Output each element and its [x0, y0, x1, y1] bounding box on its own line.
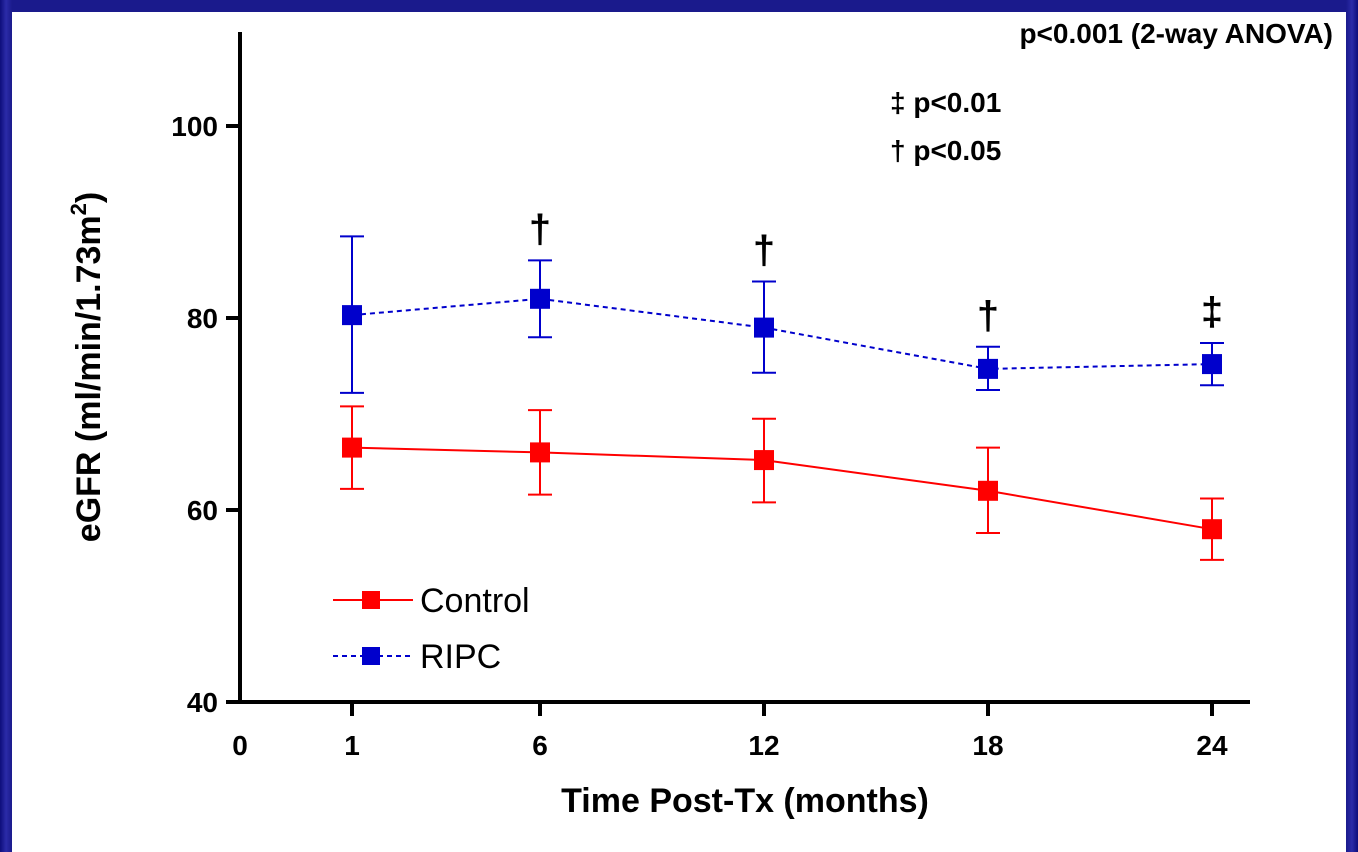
- control-point-12: [754, 450, 774, 471]
- x-tick-label-6: 6: [532, 730, 548, 761]
- y-tick-label-60: 60: [187, 495, 218, 526]
- x-axis-ticks: 0 1 6 12 18 24: [232, 702, 1228, 761]
- control-point-18: [978, 480, 998, 501]
- dagger-legend: † p<0.05: [890, 135, 1001, 166]
- significance-marker-24: ‡: [1201, 290, 1223, 334]
- y-tick-label-100: 100: [171, 111, 218, 142]
- legend-ripc-marker: [362, 647, 380, 665]
- x-tick-label-0: 0: [232, 730, 248, 761]
- series-ripc: [340, 235, 1224, 394]
- x-axis-title: Time Post-Tx (months): [561, 782, 929, 820]
- x-tick-label-24: 24: [1196, 730, 1228, 761]
- y-tick-label-80: 80: [187, 303, 218, 334]
- legend-control-label: Control: [420, 582, 530, 620]
- legend-control-marker: [362, 591, 380, 609]
- ripc-point-24: [1202, 354, 1222, 375]
- series-control: [340, 405, 1224, 561]
- y-axis-title: eGFR (ml/min/1.73m2): [66, 192, 108, 542]
- anova-annotation: p<0.001 (2-way ANOVA): [1019, 18, 1333, 49]
- control-point-1: [342, 437, 362, 458]
- x-tick-label-1: 1: [344, 730, 360, 761]
- ripc-point-6: [530, 288, 550, 309]
- ripc-point-12: [754, 317, 774, 338]
- x-tick-label-18: 18: [972, 730, 1003, 761]
- control-point-24: [1202, 519, 1222, 540]
- x-tick-label-12: 12: [748, 730, 779, 761]
- control-point-6: [530, 442, 550, 463]
- significance-marker-18: †: [977, 294, 999, 338]
- double-dagger-legend: ‡ p<0.01: [890, 87, 1001, 118]
- ripc-series-line: [351, 297, 1213, 370]
- legend-ripc-label: RIPC: [420, 638, 501, 676]
- legend-item-ripc: RIPC: [333, 638, 501, 676]
- significance-marker-6: †: [529, 207, 551, 251]
- chart-legend: Control RIPC: [333, 582, 530, 676]
- ripc-point-18: [978, 358, 998, 379]
- chart-panel: [12, 12, 1346, 852]
- significance-markers: † † † ‡: [529, 207, 1223, 337]
- series-layer: [340, 235, 1224, 561]
- significance-marker-12: †: [753, 229, 775, 273]
- legend-item-control: Control: [333, 582, 530, 620]
- ripc-point-1: [342, 305, 362, 326]
- y-axis-ticks: 40 60 80 100: [171, 111, 240, 718]
- control-series-line: [351, 446, 1213, 531]
- y-tick-label-40: 40: [187, 687, 218, 718]
